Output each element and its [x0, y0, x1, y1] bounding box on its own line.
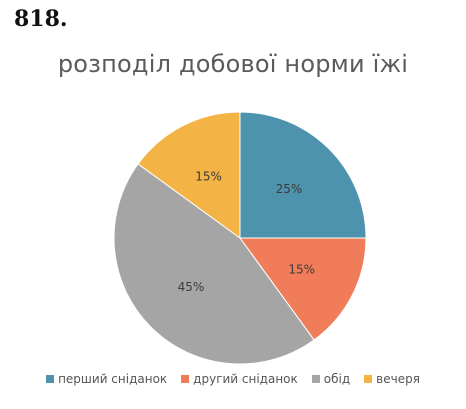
data-label-second-breakfast: 15%	[288, 262, 315, 276]
legend-label: обід	[323, 372, 351, 386]
legend-swatch	[364, 375, 373, 383]
legend-label: перший сніданок	[58, 372, 168, 386]
legend-label: вечеря	[376, 372, 420, 386]
legend-item-first-breakfast: перший сніданок	[46, 372, 167, 386]
data-label-lunch: 45%	[178, 280, 205, 294]
legend-item-dinner: вечеря	[364, 372, 420, 386]
legend-label: другий сніданок	[193, 372, 298, 386]
pie-slice-first-breakfast	[239, 111, 367, 239]
chart-legend: перший сніданок другий сніданок обід вечеря	[0, 372, 466, 386]
pie-slice-dinner	[137, 111, 241, 239]
legend-item-second-breakfast: другий сніданок	[181, 372, 298, 386]
legend-swatch	[46, 375, 55, 383]
pie-slice-lunch	[113, 163, 315, 365]
legend-swatch	[311, 375, 320, 383]
data-label-first-breakfast: 25%	[276, 182, 303, 196]
legend-item-lunch: обід	[311, 372, 351, 386]
legend-swatch	[181, 375, 190, 383]
chart-title: розподіл добової норми їжі	[57, 50, 409, 78]
data-label-dinner: 15%	[195, 169, 222, 183]
problem-number: 818.	[14, 6, 68, 32]
pie-slice-second-breakfast	[239, 237, 367, 341]
